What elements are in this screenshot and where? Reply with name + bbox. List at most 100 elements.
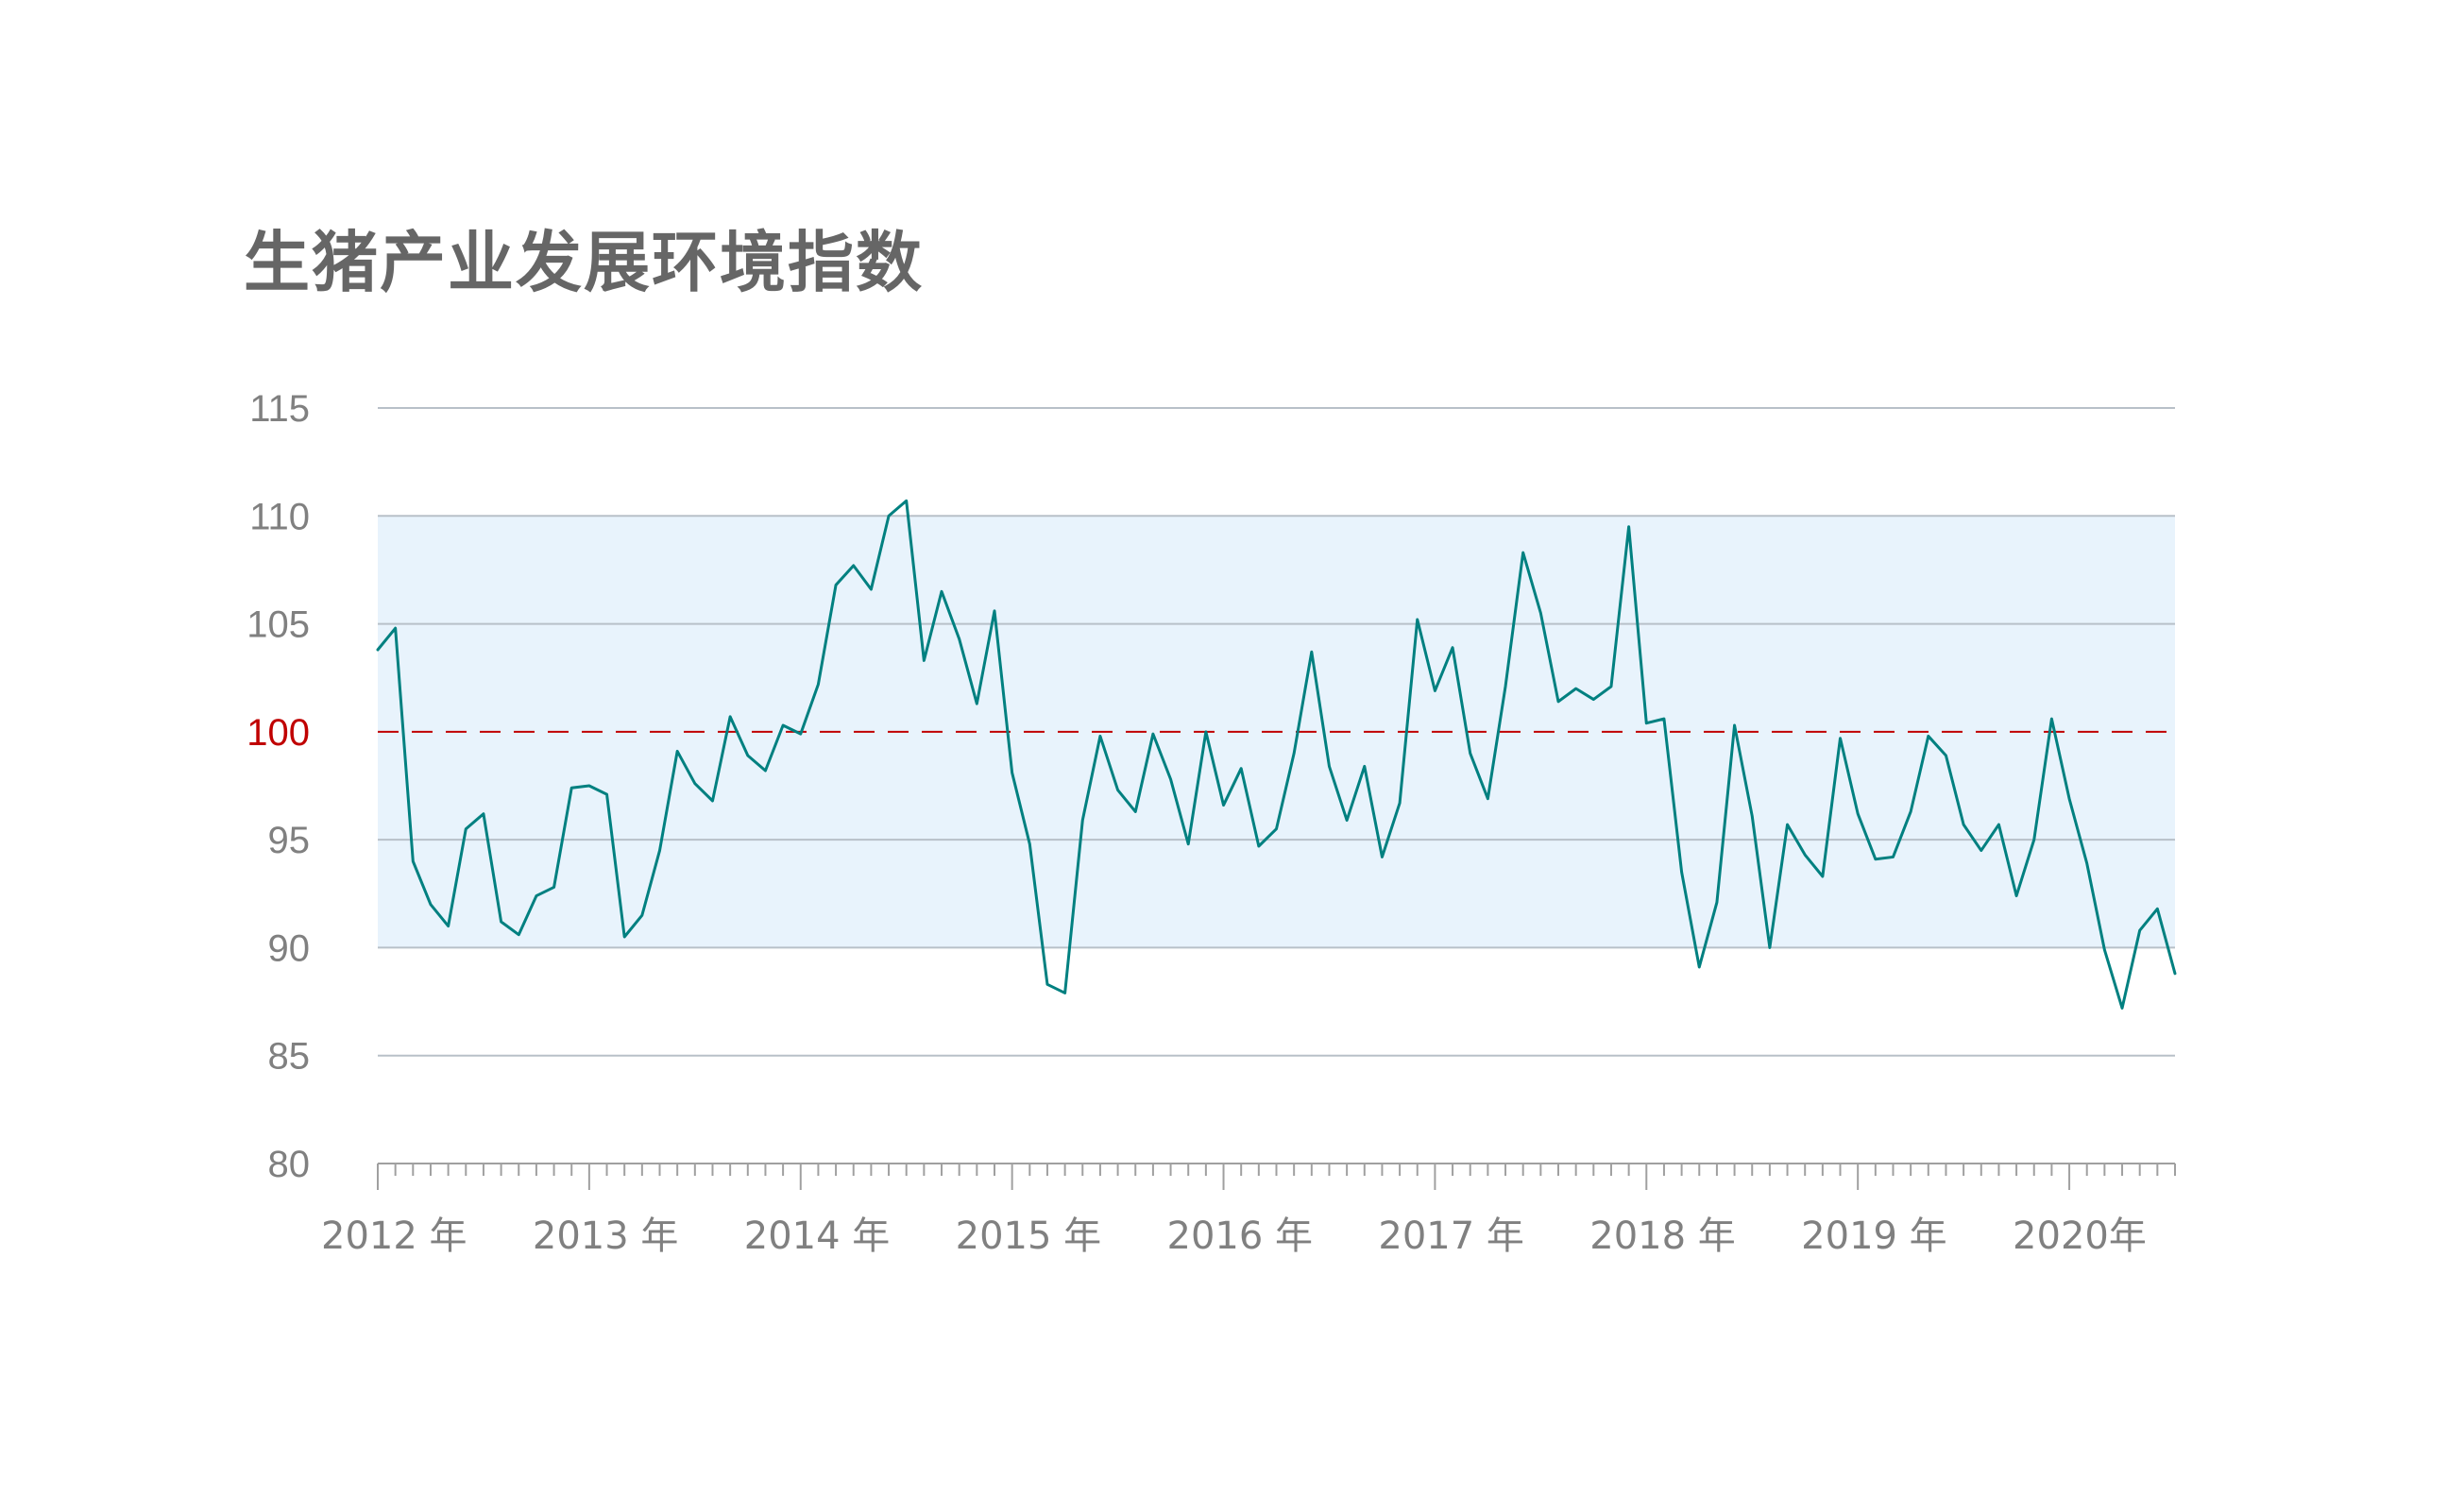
data-point-44 (1151, 732, 1155, 736)
data-point-78 (1750, 814, 1754, 818)
data-point-49 (1239, 767, 1243, 771)
data-point-62 (1469, 752, 1472, 756)
data-point-17 (675, 749, 679, 753)
data-point-24 (799, 732, 803, 736)
y-tick-label-100: 100 (246, 712, 310, 754)
data-point-26 (834, 583, 838, 586)
data-point-69 (1591, 698, 1595, 702)
data-point-10 (552, 885, 556, 889)
data-point-34 (975, 702, 978, 705)
data-point-74 (1680, 870, 1684, 874)
data-point-83 (1839, 737, 1843, 740)
data-point-41 (1098, 734, 1102, 738)
data-point-72 (1644, 722, 1648, 725)
data-point-54 (1327, 764, 1331, 768)
data-point-13 (605, 792, 609, 796)
data-point-45 (1169, 777, 1173, 781)
data-point-3 (429, 903, 433, 907)
y-tick-label-110: 110 (249, 496, 310, 537)
x-tick-label-1: 2013 年 (533, 1215, 679, 1258)
data-point-55 (1345, 819, 1349, 823)
data-point-0 (376, 648, 380, 652)
data-point-102 (2173, 972, 2177, 976)
x-tick-label-5: 2017 年 (1378, 1215, 1524, 1258)
data-point-32 (940, 589, 943, 593)
data-point-58 (1398, 801, 1402, 805)
data-point-36 (1011, 771, 1014, 774)
data-point-84 (1856, 812, 1860, 816)
data-point-94 (2032, 838, 2036, 841)
data-point-15 (640, 913, 644, 917)
data-point-25 (816, 683, 820, 687)
data-point-48 (1222, 804, 1226, 807)
x-tick-label-7: 2019 年 (1801, 1215, 1947, 1258)
data-point-63 (1486, 797, 1489, 801)
data-point-29 (887, 514, 891, 518)
data-point-14 (622, 935, 626, 939)
data-point-66 (1538, 611, 1542, 615)
data-point-100 (2138, 928, 2142, 932)
data-point-50 (1257, 844, 1261, 848)
data-point-93 (2014, 894, 2018, 898)
data-point-52 (1292, 752, 1296, 756)
series-line (376, 499, 2177, 1010)
data-point-2 (411, 859, 415, 863)
data-point-92 (1997, 823, 2000, 826)
data-point-53 (1310, 650, 1314, 654)
data-point-87 (1909, 809, 1912, 813)
data-point-56 (1363, 764, 1367, 768)
data-point-30 (905, 499, 909, 502)
data-point-64 (1504, 685, 1507, 688)
data-point-51 (1275, 827, 1279, 831)
data-point-27 (852, 564, 856, 568)
data-point-35 (993, 609, 996, 613)
data-point-89 (1944, 754, 1947, 757)
data-point-18 (693, 782, 697, 786)
data-point-23 (781, 723, 785, 727)
data-point-21 (746, 754, 750, 757)
y-tick-label-95: 95 (268, 820, 311, 861)
data-point-76 (1715, 900, 1719, 904)
data-point-4 (447, 925, 450, 928)
data-point-7 (500, 920, 503, 924)
data-point-98 (2102, 948, 2106, 952)
data-point-67 (1556, 700, 1560, 704)
y-tick-label-80: 80 (268, 1144, 311, 1185)
data-point-39 (1063, 991, 1067, 994)
data-point-90 (1962, 823, 1965, 826)
data-point-28 (869, 587, 873, 591)
data-point-91 (1980, 849, 1983, 853)
data-point-46 (1186, 842, 1190, 846)
data-point-8 (517, 933, 520, 937)
data-point-31 (922, 658, 926, 662)
data-point-6 (482, 812, 485, 816)
data-point-71 (1627, 525, 1631, 529)
data-point-40 (1080, 819, 1084, 823)
data-point-16 (658, 849, 662, 853)
data-point-42 (1116, 789, 1120, 792)
data-point-86 (1891, 855, 1895, 858)
x-tick-label-2: 2014 年 (744, 1215, 891, 1258)
data-point-79 (1768, 945, 1772, 949)
x-tick-label-4: 2016 年 (1167, 1215, 1314, 1258)
x-tick-label-6: 2018 年 (1589, 1215, 1736, 1258)
x-tick-label-8: 2020年 (2013, 1215, 2147, 1258)
data-point-11 (569, 786, 573, 790)
data-point-57 (1380, 855, 1384, 858)
data-point-33 (958, 637, 961, 641)
y-tick-label-105: 105 (246, 604, 310, 646)
data-point-22 (763, 769, 767, 773)
data-point-5 (464, 827, 467, 831)
data-point-97 (2085, 861, 2089, 865)
data-point-81 (1803, 853, 1807, 857)
data-point-19 (710, 799, 714, 803)
data-point-9 (535, 894, 538, 898)
data-point-37 (1028, 842, 1031, 846)
data-point-59 (1416, 618, 1419, 621)
data-point-1 (394, 626, 398, 630)
data-point-73 (1662, 717, 1666, 721)
y-tick-label-90: 90 (268, 927, 311, 969)
x-tick-label-3: 2015 年 (956, 1215, 1102, 1258)
data-point-61 (1451, 646, 1454, 650)
